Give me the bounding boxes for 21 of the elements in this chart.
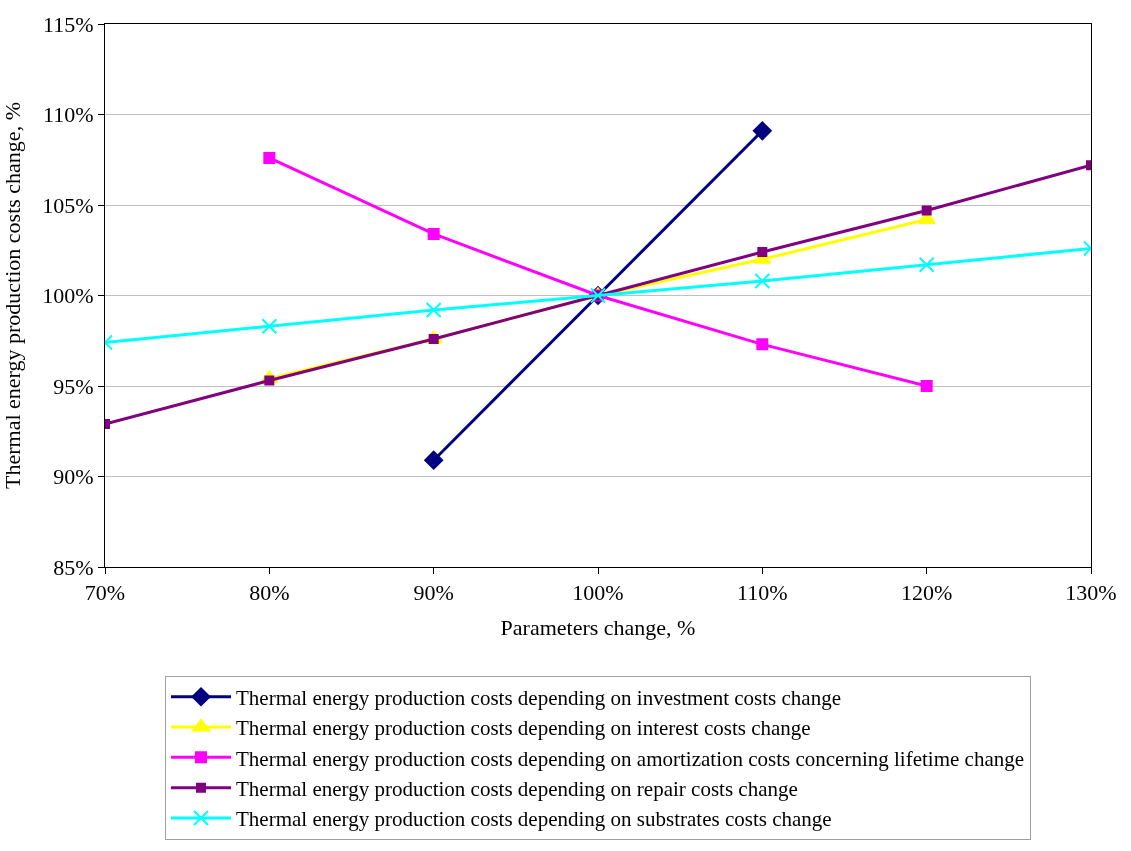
y-tick-label: 85%: [53, 554, 94, 580]
legend-label: Thermal energy production costs depending on amortization costs concerning lifetime change: [236, 746, 1025, 771]
legend-label: Thermal energy production costs depending on repair costs change: [236, 776, 798, 801]
x-tick-label: 130%: [1065, 580, 1117, 606]
x-tick-label: 110%: [737, 580, 788, 606]
y-axis-title: Thermal energy production costs change, %: [0, 102, 26, 489]
y-tick-label: 100%: [42, 283, 94, 309]
x-tick-label: 80%: [249, 580, 290, 606]
x-axis-title: Parameters change, %: [500, 615, 696, 641]
y-tick-label: 115%: [43, 11, 94, 37]
legend-label: Thermal energy production costs depending on interest costs change: [236, 716, 811, 741]
legend-label: Thermal energy production costs depending on substrates costs change: [236, 807, 832, 832]
y-tick-label: 90%: [53, 464, 94, 490]
x-tick-label: 90%: [413, 580, 454, 606]
x-tick-label: 100%: [572, 580, 624, 606]
x-tick-label: 120%: [901, 580, 953, 606]
x-tick-label: 70%: [84, 580, 126, 606]
y-tick-label: 105%: [42, 192, 94, 218]
y-tick-label: 95%: [53, 373, 94, 399]
y-tick-label: 110%: [43, 102, 94, 128]
legend-label: Thermal energy production costs depending on investment costs change: [236, 685, 841, 710]
